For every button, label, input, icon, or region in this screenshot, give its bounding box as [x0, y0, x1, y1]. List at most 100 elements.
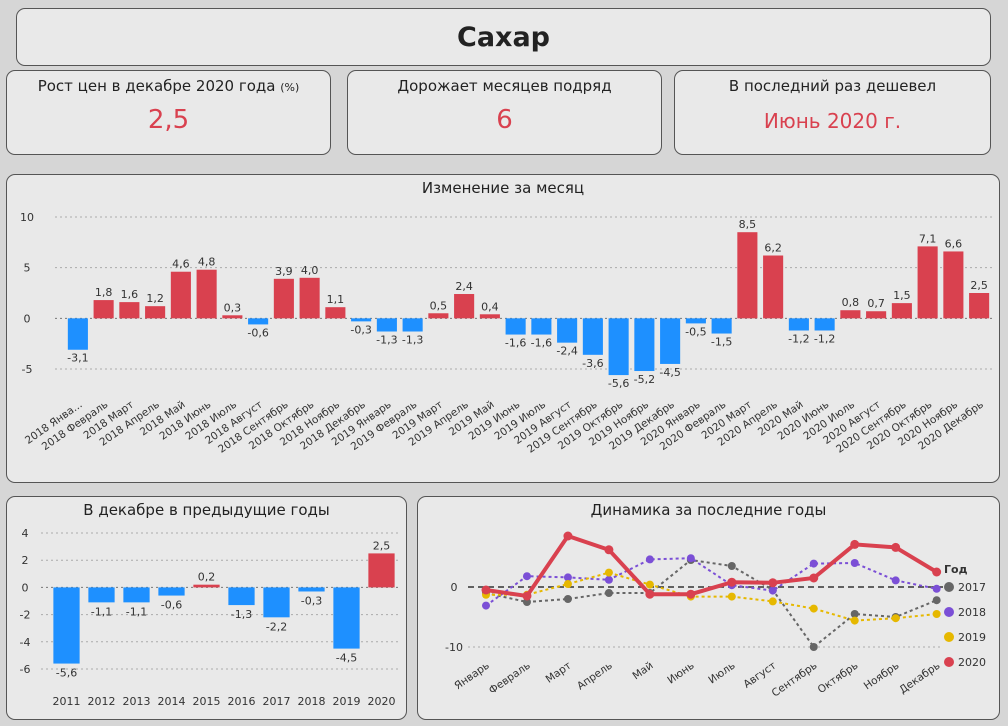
y-tick-label: 0	[24, 312, 31, 325]
data-label: -0,3	[301, 594, 322, 607]
series-point-2018	[686, 554, 695, 563]
data-label: -1,2	[814, 332, 835, 345]
x-tick-label: 2017	[263, 695, 291, 708]
x-tick-label: 2020	[368, 695, 396, 708]
kpi-label-text: Рост цен в декабре 2020 года	[37, 77, 276, 95]
series-point-2018	[563, 573, 572, 582]
x-tick-label: Июнь	[665, 660, 696, 687]
series-point-2020	[768, 578, 778, 588]
data-label: -1,1	[91, 605, 112, 618]
data-label: -1,2	[788, 332, 809, 345]
bar	[660, 318, 681, 364]
kpi-label-suffix: (%)	[280, 81, 300, 94]
data-label: -0,5	[685, 325, 706, 338]
bar	[88, 587, 115, 603]
x-tick-label: Август	[741, 660, 778, 691]
data-label: -1,5	[711, 336, 732, 349]
bar	[763, 255, 784, 319]
series-point-2020	[686, 589, 696, 599]
kpi-value: Июнь 2020 г.	[763, 109, 902, 133]
series-point-2020	[645, 589, 655, 599]
data-label: -5,6	[608, 377, 629, 390]
bar	[263, 587, 290, 618]
data-label: 4,0	[301, 264, 319, 277]
data-label: -0,6	[161, 599, 182, 612]
series-point-2019	[563, 580, 572, 588]
series-point-2019	[604, 568, 613, 577]
y-tick-label: -4	[20, 636, 31, 649]
series-point-2017	[932, 596, 941, 605]
series-point-2020	[604, 545, 614, 555]
bar	[814, 318, 835, 331]
bar	[531, 318, 552, 335]
data-label: 8,5	[739, 218, 757, 231]
kpi-card-months-rising: Дорожает месяцев подряд 6	[347, 70, 662, 155]
data-label: 6,2	[764, 242, 782, 255]
series-point-2020	[850, 539, 860, 549]
legend-marker-2017	[944, 582, 954, 592]
data-label: 0,3	[224, 301, 242, 314]
y-tick-label: -2	[20, 609, 31, 622]
series-point-2019	[891, 614, 900, 623]
series-point-2017	[809, 643, 818, 651]
bar	[119, 302, 140, 319]
data-label: 4,8	[198, 256, 216, 269]
x-tick-label: Октябрь	[816, 660, 861, 696]
series-point-2017	[727, 562, 736, 570]
y-tick-label: -5	[22, 363, 33, 376]
series-point-2019	[850, 616, 859, 625]
bar	[376, 318, 397, 332]
series-point-2017	[604, 589, 613, 597]
data-label: -1,3	[231, 608, 252, 621]
y-tick-label: 10	[20, 211, 34, 224]
series-point-2018	[809, 559, 818, 568]
series-point-2018	[891, 576, 900, 585]
bar	[582, 318, 603, 355]
series-point-2020	[891, 542, 901, 552]
data-label: -1,3	[376, 334, 397, 347]
series-point-2017	[563, 595, 572, 603]
series-line-2020	[485, 533, 938, 599]
x-tick-label: Декабрь	[897, 660, 942, 697]
bar	[634, 318, 655, 372]
series-point-2020	[809, 573, 819, 583]
legend-label: 2018	[958, 606, 986, 619]
bar	[454, 294, 475, 319]
series-line-2017	[485, 558, 938, 649]
series-point-2018	[482, 601, 490, 610]
data-label: 0,4	[481, 300, 499, 313]
series-point-2019	[768, 597, 777, 606]
data-label: 0,7	[867, 297, 885, 310]
december-years-panel: В декабре в предыдущие годы -6 -4 -2 0 2 4 -5,…	[6, 496, 407, 720]
bar	[298, 587, 325, 592]
x-tick-label: 2012	[88, 695, 116, 708]
data-label: 1,2	[146, 292, 164, 305]
series-point-2018	[768, 586, 777, 595]
series-point-2018	[932, 584, 941, 593]
bar	[193, 584, 220, 588]
data-label: 1,5	[893, 289, 911, 302]
series-point-2017	[850, 610, 859, 618]
kpi-card-price-growth: Рост цен в декабре 2020 года (%) 2,5	[6, 70, 331, 155]
chart-title: Динамика за последние годы	[590, 501, 827, 519]
data-label: 1,8	[95, 286, 113, 299]
data-label: -2,2	[266, 620, 287, 633]
kpi-value: 6	[496, 105, 513, 135]
data-label: -4,5	[659, 366, 680, 379]
bar	[917, 246, 938, 319]
series-point-2020	[522, 591, 532, 601]
bar	[123, 587, 150, 603]
bar	[866, 311, 887, 319]
data-label: 0,5	[430, 299, 448, 312]
x-tick-label: Март	[544, 660, 574, 686]
bar	[788, 318, 809, 331]
legend-label: 2017	[958, 581, 986, 594]
data-label: -3,6	[582, 357, 603, 370]
x-tick-label: Апрель	[575, 660, 615, 693]
data-label: 2,5	[373, 539, 391, 552]
bar	[145, 306, 166, 319]
data-label: 2,5	[970, 279, 988, 292]
kpi-label: В последний раз дешевел	[728, 77, 937, 95]
data-label: -5,2	[634, 373, 655, 386]
